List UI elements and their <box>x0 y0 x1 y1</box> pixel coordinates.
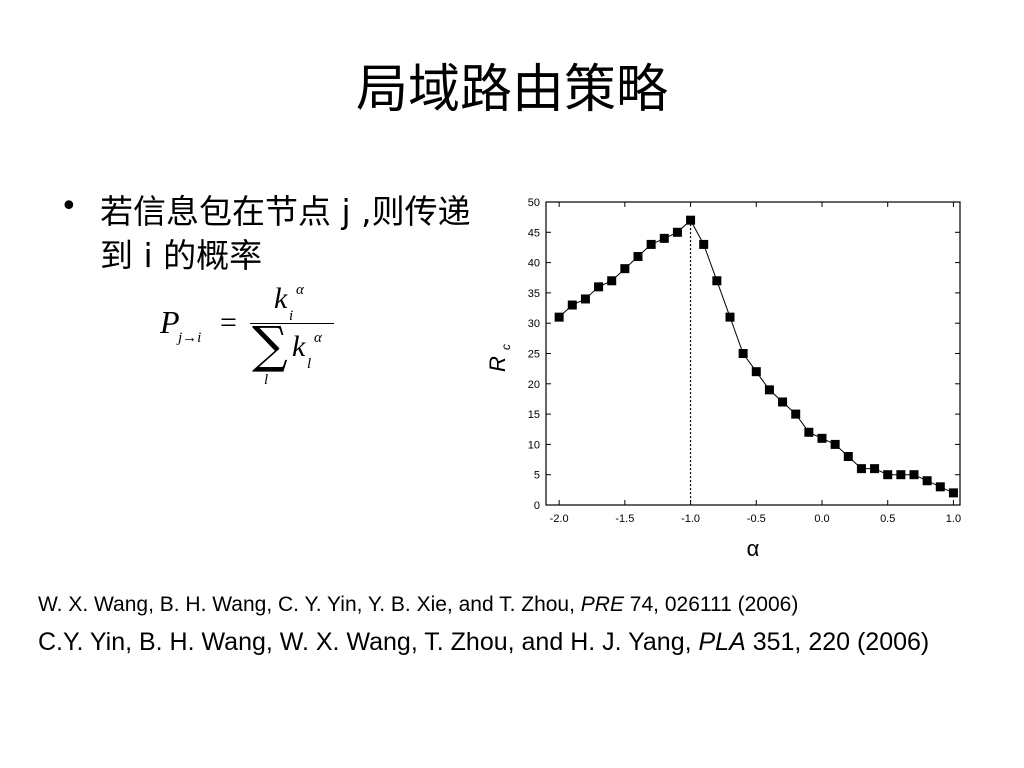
data-point <box>764 385 774 395</box>
data-point <box>883 470 893 480</box>
data-point <box>896 470 906 480</box>
data-point <box>699 239 709 249</box>
data-point <box>817 433 827 443</box>
y-tick-label: 45 <box>528 227 540 239</box>
data-point <box>922 476 932 486</box>
x-axis-ticks: -2.0 -1.5 -1.0 -0.5 0.0 0.5 1.0 <box>550 202 961 525</box>
reference-1: W. X. Wang, B. H. Wang, C. Y. Yin, Y. B.… <box>38 590 938 620</box>
slide-title: 局域路由策略 <box>355 60 668 120</box>
formula-lhs: P <box>160 304 180 340</box>
y-tick-label: 15 <box>528 409 540 421</box>
bullet-dot-icon: • <box>60 189 78 224</box>
reference-2: C.Y. Yin, B. H. Wang, W. X. Wang, T. Zho… <box>38 626 938 658</box>
data-point <box>646 239 656 249</box>
data-point <box>948 488 958 498</box>
formula-numerator: k <box>274 282 288 315</box>
data-point <box>856 464 866 474</box>
y-axis-label: R c <box>485 344 513 372</box>
data-point <box>594 282 604 292</box>
y-tick-label: 35 <box>528 288 540 300</box>
y-axis-label-main: R <box>485 356 510 372</box>
reference-2-details: 351, 220 (2006) <box>745 628 930 656</box>
data-point <box>567 300 577 310</box>
y-axis-ticks: 0 5 10 15 20 25 30 35 40 45 50 <box>528 197 960 512</box>
x-tick-label: -1.0 <box>681 513 700 525</box>
y-tick-label: 25 <box>528 349 540 361</box>
data-point <box>659 233 669 243</box>
plot-frame <box>545 201 961 506</box>
data-point <box>751 367 761 377</box>
reference-1-authors: W. X. Wang, B. H. Wang, C. Y. Yin, Y. B.… <box>38 593 581 616</box>
y-tick-label: 40 <box>528 258 540 270</box>
x-tick-label: 0.0 <box>814 513 829 525</box>
formula-denominator-superscript: α <box>314 330 322 346</box>
data-point <box>712 276 722 286</box>
data-point <box>935 482 945 492</box>
y-tick-label: 5 <box>534 470 540 482</box>
data-point <box>580 294 590 304</box>
x-axis-label: α <box>747 536 760 561</box>
y-tick-label: 30 <box>528 318 540 330</box>
data-point <box>686 215 696 225</box>
data-point <box>830 439 840 449</box>
bullet-text: 若信息包在节点 j ,则传递到 i 的概率 <box>100 192 471 275</box>
reference-1-journal: PRE <box>580 593 624 616</box>
formula-fraction-bar <box>250 323 334 324</box>
y-tick-label: 10 <box>528 439 540 451</box>
data-point <box>804 427 814 437</box>
data-point <box>843 452 853 462</box>
formula-denominator: k <box>292 330 306 363</box>
data-point <box>620 264 630 274</box>
data-point <box>554 312 564 322</box>
x-tick-label: -1.5 <box>615 513 634 525</box>
reference-2-authors: C.Y. Yin, B. H. Wang, W. X. Wang, T. Zho… <box>38 628 699 656</box>
x-tick-label: 0.5 <box>880 513 895 525</box>
formula-numerator-superscript: α <box>296 282 304 298</box>
formula-lhs-subscript: j→i <box>178 330 202 346</box>
y-axis-label-sub: c <box>499 344 513 350</box>
data-point <box>778 397 788 407</box>
data-point <box>725 312 735 322</box>
y-tick-label: 50 <box>528 197 540 209</box>
x-tick-label: 1.0 <box>946 513 961 525</box>
formula-equals: = <box>220 306 237 339</box>
data-point <box>738 349 748 358</box>
data-point <box>672 227 682 237</box>
rc-vs-alpha-chart: 0 5 10 15 20 25 30 35 40 45 50 -2.0 -1.5 -1.0 -0.5 0.0… <box>485 197 961 561</box>
reference-1-details: 74, 026111 (2006) <box>623 593 799 616</box>
probability-formula: P j→i = k i α ∑ k l α l <box>158 282 358 392</box>
formula-sum-index: l <box>264 372 269 388</box>
data-point <box>870 464 880 474</box>
x-tick-label: -2.0 <box>550 513 569 525</box>
x-tick-label: -0.5 <box>747 513 766 525</box>
series-line <box>558 219 954 494</box>
reference-2-journal: PLA <box>698 628 746 656</box>
references: W. X. Wang, B. H. Wang, C. Y. Yin, Y. B.… <box>38 590 938 664</box>
series-markers <box>554 215 958 498</box>
formula-sum-symbol: ∑ <box>252 316 288 374</box>
y-tick-label: 0 <box>534 500 540 512</box>
y-tick-label: 20 <box>528 379 540 391</box>
data-point <box>633 252 643 262</box>
data-point <box>909 470 919 480</box>
formula-numerator-subscript: i <box>289 308 294 324</box>
formula-denominator-subscript: l <box>307 356 312 372</box>
data-point <box>607 276 617 286</box>
data-point <box>791 409 801 419</box>
